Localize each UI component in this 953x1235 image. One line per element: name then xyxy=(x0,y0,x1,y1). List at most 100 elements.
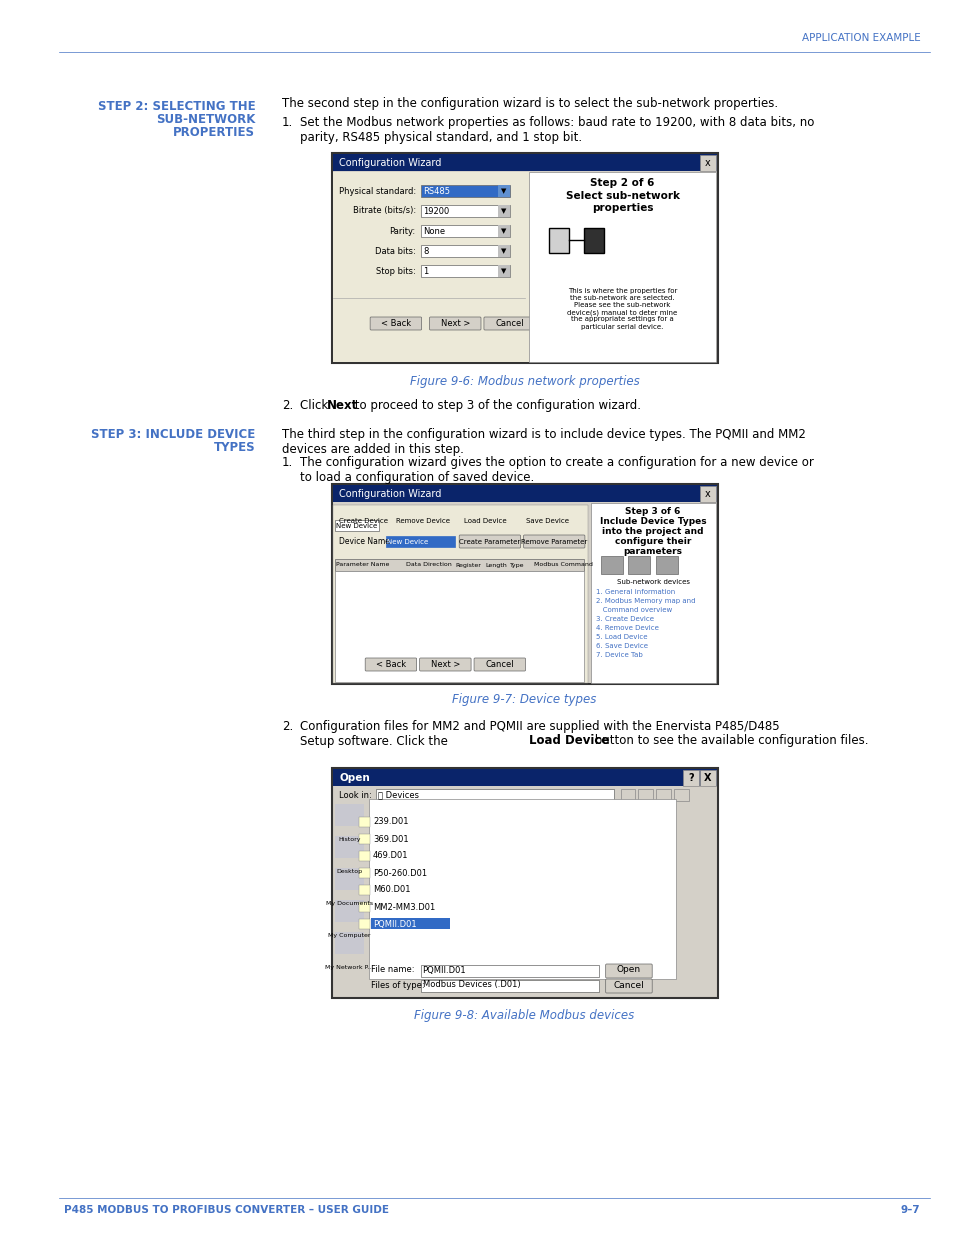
Text: M60.D01: M60.D01 xyxy=(373,885,410,894)
Text: x: x xyxy=(704,489,710,499)
Text: 369.D01: 369.D01 xyxy=(373,835,408,844)
Text: 6. Save Device: 6. Save Device xyxy=(596,643,647,650)
Text: My Computer: My Computer xyxy=(328,934,370,939)
Bar xyxy=(583,228,603,253)
FancyBboxPatch shape xyxy=(365,658,416,671)
Text: 5. Load Device: 5. Load Device xyxy=(596,634,646,640)
Text: APPLICATION EXAMPLE: APPLICATION EXAMPLE xyxy=(801,33,920,43)
Text: New Device: New Device xyxy=(387,538,428,545)
Bar xyxy=(375,789,613,802)
Text: Remove Parameter: Remove Parameter xyxy=(520,538,587,545)
Bar xyxy=(619,789,635,802)
FancyBboxPatch shape xyxy=(395,515,451,527)
Text: 19200: 19200 xyxy=(423,206,450,215)
Bar xyxy=(335,836,364,858)
Text: This is where the properties for
the sub-network are selected.
Please see the su: This is where the properties for the sub… xyxy=(567,288,677,330)
Text: Save Device: Save Device xyxy=(525,517,568,524)
Bar xyxy=(335,900,364,923)
Text: Sub-network devices: Sub-network devices xyxy=(616,579,689,585)
Text: TYPES: TYPES xyxy=(213,441,255,454)
Text: ▼: ▼ xyxy=(500,248,506,254)
Text: 2. Modbus Memory map and: 2. Modbus Memory map and xyxy=(596,598,695,604)
Text: Modbus Devices (.D01): Modbus Devices (.D01) xyxy=(422,981,519,989)
FancyBboxPatch shape xyxy=(474,658,525,671)
Text: ▼: ▼ xyxy=(500,207,506,214)
Text: Files of type:: Files of type: xyxy=(371,981,424,989)
Bar xyxy=(332,153,717,363)
FancyBboxPatch shape xyxy=(429,317,480,330)
Text: Include Device Types: Include Device Types xyxy=(599,517,706,526)
Text: Open: Open xyxy=(616,966,639,974)
Text: Type: Type xyxy=(509,562,523,568)
Text: The second step in the configuration wizard is to select the sub-network propert: The second step in the configuration wiz… xyxy=(282,98,778,110)
Text: Device Name:: Device Name: xyxy=(339,537,393,547)
Bar xyxy=(497,225,509,237)
Text: Look in:: Look in: xyxy=(339,792,372,800)
Text: 1: 1 xyxy=(423,267,429,275)
Text: Click: Click xyxy=(299,399,332,412)
Bar xyxy=(335,559,583,571)
Bar xyxy=(497,205,509,217)
FancyBboxPatch shape xyxy=(456,515,513,527)
Text: Parameter Name: Parameter Name xyxy=(336,562,390,568)
Bar xyxy=(335,571,583,682)
Text: PROPERTIES: PROPERTIES xyxy=(173,126,255,140)
Bar xyxy=(371,918,450,929)
Text: 8: 8 xyxy=(423,247,429,256)
Text: 2.: 2. xyxy=(282,399,293,412)
Text: 2.: 2. xyxy=(282,720,293,734)
FancyBboxPatch shape xyxy=(605,965,652,978)
Bar xyxy=(673,789,688,802)
Text: Remove Device: Remove Device xyxy=(395,517,449,524)
FancyBboxPatch shape xyxy=(335,515,392,527)
Bar xyxy=(420,225,509,237)
Bar xyxy=(699,487,715,501)
Text: New Device: New Device xyxy=(335,522,376,529)
Text: Data bits:: Data bits: xyxy=(375,247,416,256)
Text: PQMII.D01: PQMII.D01 xyxy=(373,920,416,929)
Text: PQMII.D01: PQMII.D01 xyxy=(422,966,466,974)
Text: configure their: configure their xyxy=(615,537,691,547)
Bar xyxy=(420,205,509,217)
Bar xyxy=(699,156,715,170)
Text: 1.: 1. xyxy=(282,116,293,128)
Text: P50-260.D01: P50-260.D01 xyxy=(373,868,427,878)
Text: x: x xyxy=(704,158,710,168)
Bar xyxy=(333,172,716,362)
Bar xyxy=(682,769,698,785)
Bar xyxy=(699,769,715,785)
Text: The third step in the configuration wizard is to include device types. The PQMII: The third step in the configuration wiza… xyxy=(282,429,805,456)
Bar xyxy=(335,868,364,890)
Text: ?: ? xyxy=(687,773,693,783)
FancyBboxPatch shape xyxy=(519,515,576,527)
Text: Next >: Next > xyxy=(430,659,459,669)
Text: Create Device: Create Device xyxy=(338,517,387,524)
Bar xyxy=(332,484,717,684)
Text: Length: Length xyxy=(484,562,506,568)
Text: Configuration Wizard: Configuration Wizard xyxy=(339,489,441,499)
Bar xyxy=(549,228,569,253)
FancyBboxPatch shape xyxy=(523,535,584,548)
Text: STEP 3: INCLUDE DEVICE: STEP 3: INCLUDE DEVICE xyxy=(91,429,255,441)
Bar xyxy=(386,536,455,547)
Bar xyxy=(420,245,509,257)
Text: 3. Create Device: 3. Create Device xyxy=(596,616,653,622)
Text: Modbus Command: Modbus Command xyxy=(534,562,593,568)
Text: Configuration files for MM2 and PQMII are supplied with the Enervista P485/D485
: Configuration files for MM2 and PQMII ar… xyxy=(299,720,779,748)
Text: properties: properties xyxy=(591,203,653,212)
Text: parameters: parameters xyxy=(623,547,682,557)
Bar xyxy=(333,154,716,170)
Bar xyxy=(590,503,715,683)
Text: Step 3 of 6: Step 3 of 6 xyxy=(625,508,680,516)
Text: Load Device: Load Device xyxy=(463,517,506,524)
Text: My Network P...: My Network P... xyxy=(325,966,373,971)
Text: P485 MODBUS TO PROFIBUS CONVERTER – USER GUIDE: P485 MODBUS TO PROFIBUS CONVERTER – USER… xyxy=(64,1205,389,1215)
Text: 239.D01: 239.D01 xyxy=(373,818,408,826)
Text: Set the Modbus network properties as follows: baud rate to 19200, with 8 data bi: Set the Modbus network properties as fol… xyxy=(299,116,814,144)
Text: button to see the available configuration files.: button to see the available configuratio… xyxy=(590,734,867,747)
Text: RS485: RS485 xyxy=(423,186,450,195)
Text: The configuration wizard gives the option to create a configuration for a new de: The configuration wizard gives the optio… xyxy=(299,456,813,484)
Text: File name:: File name: xyxy=(371,966,415,974)
Text: MM2-MM3.D01: MM2-MM3.D01 xyxy=(373,903,435,911)
Text: Create Parameter: Create Parameter xyxy=(458,538,520,545)
